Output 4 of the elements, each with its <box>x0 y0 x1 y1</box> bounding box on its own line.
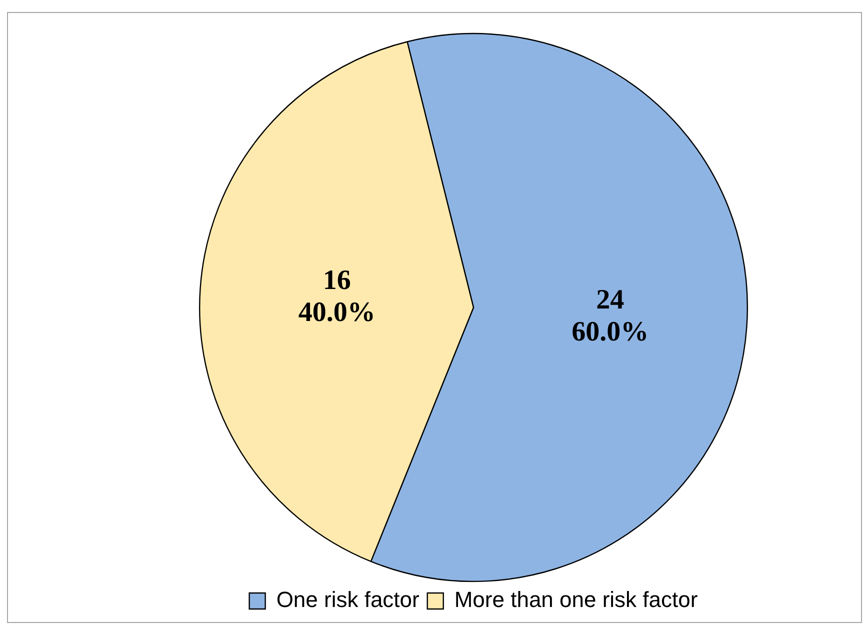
data-label: 16 40.0% <box>298 265 376 328</box>
legend-label: One risk factor <box>276 587 420 612</box>
data-label: 24 60.0% <box>572 284 649 348</box>
legend-label: More than one risk factor <box>454 587 698 612</box>
